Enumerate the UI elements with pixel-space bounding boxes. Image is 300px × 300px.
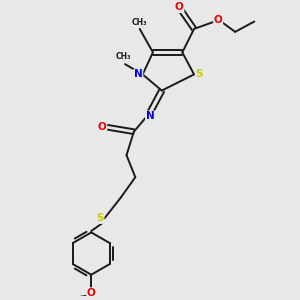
Text: O: O	[87, 288, 96, 298]
Text: S: S	[196, 69, 203, 80]
Text: CH₃: CH₃	[132, 18, 148, 27]
Text: O: O	[214, 15, 223, 26]
Text: S: S	[96, 213, 104, 223]
Text: N: N	[146, 111, 154, 121]
Text: O: O	[175, 2, 184, 13]
Text: CH₃: CH₃	[116, 52, 131, 61]
Text: N: N	[134, 69, 142, 80]
Text: O: O	[98, 122, 106, 132]
